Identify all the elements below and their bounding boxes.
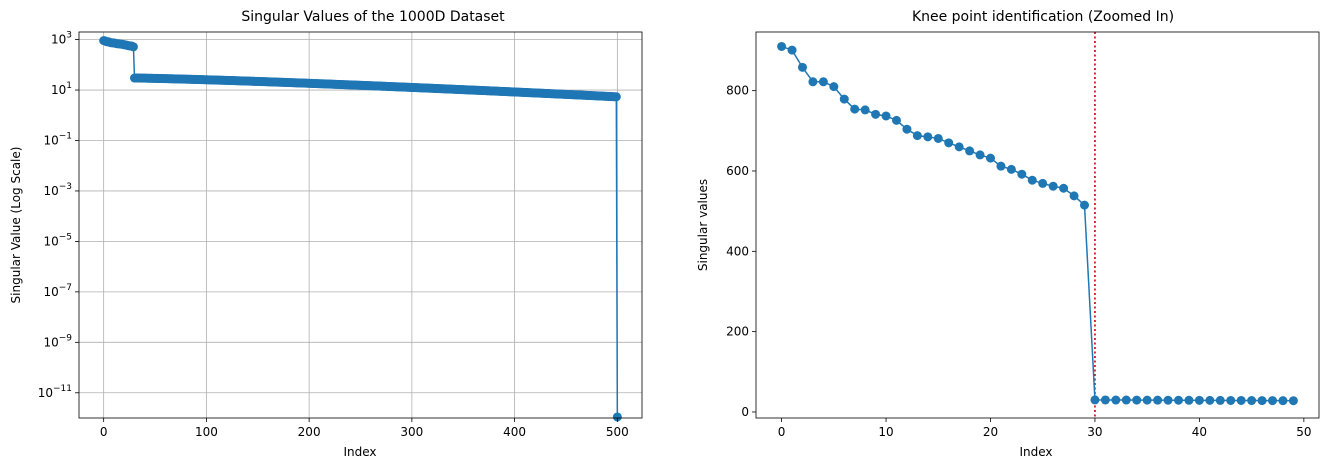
x-tick-label: 50 [1296,425,1311,439]
y-tick-label: 10−5 [43,232,72,248]
data-point [1132,395,1142,405]
data-point [1027,175,1037,185]
data-point [1215,395,1225,405]
data-point [860,105,870,115]
chart-title: Knee point identification (Zoomed In) [912,9,1174,25]
x-tick-label: 100 [195,425,218,439]
x-tick-label: 300 [400,425,423,439]
data-point [1100,395,1110,405]
data-point [912,131,922,141]
x-tick-label: 0 [778,425,786,439]
data-point [1174,395,1184,405]
y-axis-ticks: 0 200 400 600 800 [726,84,756,419]
data-point [1090,395,1100,405]
y-tick-label: 800 [726,84,749,98]
chart-knee-point: Knee point identification (Zoomed In) 0 1… [696,9,1320,459]
data-point [1069,191,1079,201]
x-tick-label: 400 [503,425,526,439]
y-tick-label: 10−7 [43,283,72,299]
data-point [1205,395,1215,405]
y-axis-label: Singular values [696,179,710,271]
data-point [996,161,1006,171]
data-point [1163,395,1173,405]
data-point [1184,395,1194,405]
data-point [1121,395,1131,405]
data-point [881,111,891,121]
data-point [1257,396,1267,406]
series-line [777,41,1298,406]
data-point [612,412,622,422]
data-point [1080,200,1089,210]
data-point [611,92,621,102]
data-point [1194,395,1204,405]
data-point [975,150,985,160]
data-point [1006,164,1016,174]
x-tick-label: 500 [606,425,629,439]
data-point [777,41,787,51]
y-axis-ticks: 10−11 10−9 10−7 10−5 10−3 10−1 101 103 [38,31,79,400]
data-point [1059,183,1069,193]
x-axis-label: Index [1019,445,1052,459]
data-point [1111,395,1121,405]
plot-frame [78,31,643,419]
data-point [797,62,807,72]
x-tick-label: 200 [298,425,321,439]
data-point [986,153,995,163]
data-point [1048,181,1058,191]
x-tick-label: 20 [983,425,998,439]
x-axis-ticks: 0 10 20 30 40 50 [778,418,1311,439]
data-point [1226,395,1236,405]
series-path [781,45,1294,402]
data-point [1278,396,1288,406]
data-point [944,138,954,148]
chart-singular-values-log: Singular Values of the 1000D Dataset 0 10… [9,9,643,459]
chart-title: Singular Values of the 1000D Dataset [241,9,505,25]
data-point [1142,395,1152,405]
y-axis-label: Singular Value (Log Scale) [9,147,23,304]
data-point [787,45,797,55]
data-point [808,77,818,87]
y-tick-label: 10−1 [43,132,72,148]
data-point [839,94,849,104]
data-point [818,77,828,87]
y-tick-label: 400 [726,244,749,258]
y-tick-label: 10−11 [38,384,72,400]
x-tick-label: 0 [100,425,108,439]
data-point [829,82,839,92]
data-point [954,142,964,152]
y-tick-label: 103 [51,31,72,47]
data-point [965,146,975,156]
data-point [1038,178,1048,188]
y-tick-label: 10−3 [43,182,72,198]
plot-frame [755,31,1320,419]
data-point [850,104,860,114]
data-point [923,132,933,142]
x-tick-label: 30 [1087,425,1102,439]
y-tick-label: 0 [741,405,749,419]
y-tick-label: 101 [51,81,72,97]
data-point [1288,396,1298,406]
x-tick-label: 10 [878,425,893,439]
data-point [1236,395,1246,405]
data-point [1247,396,1257,406]
data-point [128,42,138,52]
x-axis-label: Index [343,445,376,459]
data-point [871,109,881,119]
y-tick-label: 600 [726,164,749,178]
x-axis-ticks: 0 100 200 300 400 500 [100,418,629,439]
data-point [902,124,912,134]
data-point [891,115,901,125]
y-tick-label: 200 [726,325,749,339]
y-tick-label: 10−9 [43,333,72,349]
series-line [99,36,622,422]
data-point [1017,169,1027,179]
x-tick-label: 40 [1192,425,1207,439]
data-point [1268,396,1278,406]
data-point [933,133,943,143]
data-point [1153,395,1163,405]
